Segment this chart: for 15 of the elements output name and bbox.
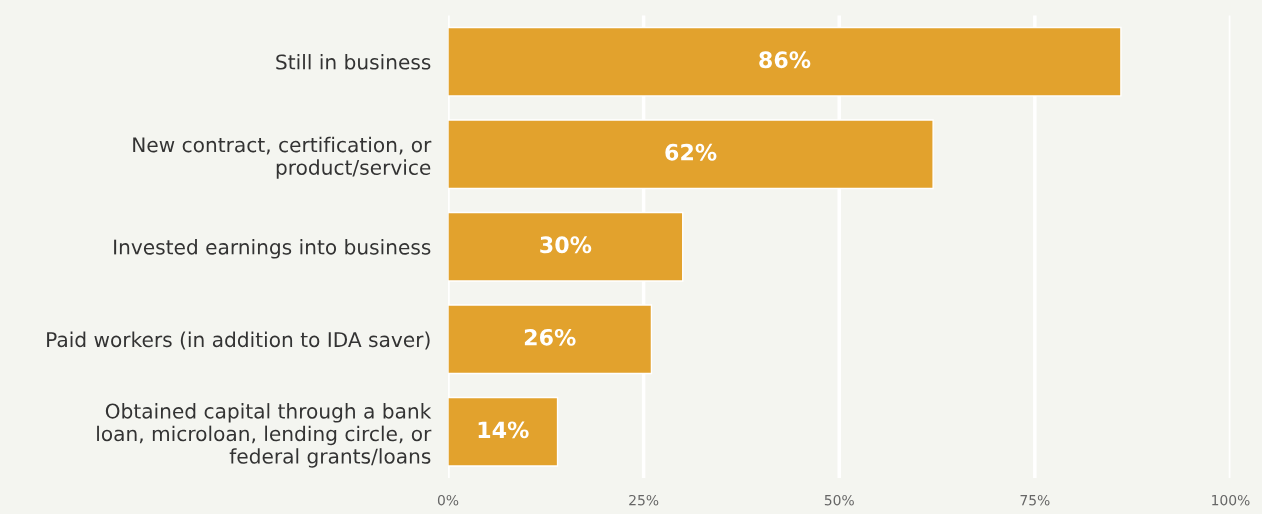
y-tick-label: Still in business xyxy=(276,54,431,70)
data-label: 30% xyxy=(540,236,592,254)
data-label: 62% xyxy=(665,143,717,161)
data-label: 14% xyxy=(478,421,529,439)
x-tick-label: 75% xyxy=(1020,494,1050,506)
y-tick-label: Paid workers (in addition to IDA saver) xyxy=(47,331,430,350)
x-tick-label: 0% xyxy=(437,494,459,506)
y-tick-label: Obtained capital through a bank loan, microloan, lending circle, or federal grants/loans xyxy=(97,403,432,468)
x-tick-label: 25% xyxy=(629,494,659,506)
x-tick-label: 50% xyxy=(824,494,854,506)
y-tick-label: New contract, certification, or product/service xyxy=(133,136,432,179)
data-label: 26% xyxy=(524,328,576,346)
y-tick-label: Invested earnings into business xyxy=(114,239,431,259)
data-label: 86% xyxy=(759,51,811,69)
x-tick-label: 100% xyxy=(1212,494,1250,506)
